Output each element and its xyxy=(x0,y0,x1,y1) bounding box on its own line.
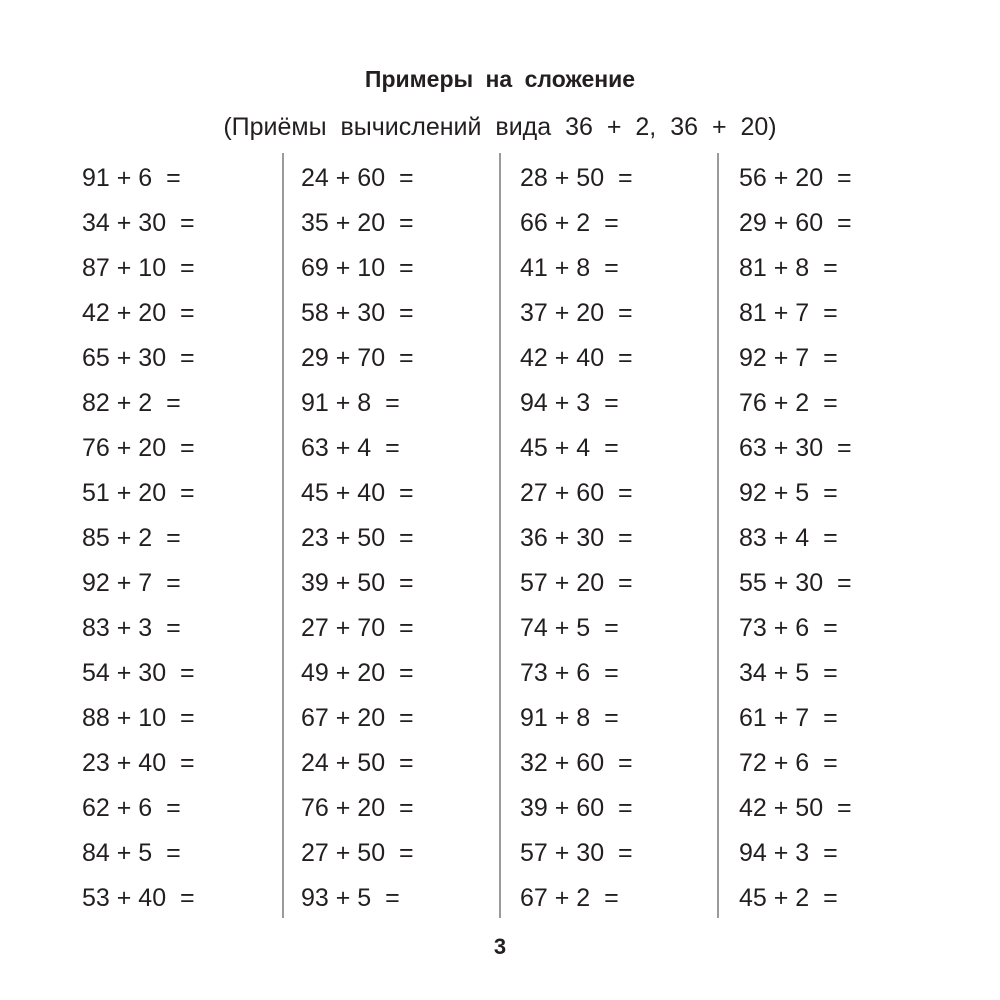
exercise-item: 42 + 50 = xyxy=(739,794,852,822)
exercise-item: 61 + 7 = xyxy=(739,704,838,732)
page-number: 3 xyxy=(493,934,507,959)
exercise-item: 67 + 20 = xyxy=(301,704,414,732)
exercise-item: 84 + 5 = xyxy=(82,839,181,867)
exercise-item: 92 + 7 = xyxy=(82,569,181,597)
exercise-item: 27 + 70 = xyxy=(301,614,414,642)
exercise-item: 41 + 8 = xyxy=(520,254,619,282)
exercise-item: 53 + 40 = xyxy=(82,884,195,912)
exercise-item: 54 + 30 = xyxy=(82,659,195,687)
exercise-item: 62 + 6 = xyxy=(82,794,181,822)
exercise-item: 67 + 2 = xyxy=(520,884,619,912)
column-divider xyxy=(499,153,501,918)
exercise-item: 56 + 20 = xyxy=(739,164,852,192)
exercise-item: 88 + 10 = xyxy=(82,704,195,732)
exercise-column-3: 28 + 50 = 66 + 2 = 41 + 8 = 37 + 20 = 42 + 4… xyxy=(520,163,633,928)
exercise-item: 91 + 8 = xyxy=(301,389,400,417)
exercise-item: 34 + 5 = xyxy=(739,659,838,687)
exercise-item: 55 + 30 = xyxy=(739,569,852,597)
page-subtitle: (Приёмы вычислений вида 36 + 2, 36 + 20) xyxy=(223,113,777,141)
exercise-item: 51 + 20 = xyxy=(82,479,195,507)
exercise-item: 23 + 50 = xyxy=(301,524,414,552)
exercise-item: 81 + 8 = xyxy=(739,254,838,282)
exercise-column-2: 24 + 60 = 35 + 20 = 69 + 10 = 58 + 30 = 29 +… xyxy=(301,163,414,928)
exercise-item: 49 + 20 = xyxy=(301,659,414,687)
exercise-item: 83 + 4 = xyxy=(739,524,838,552)
exercise-item: 63 + 4 = xyxy=(301,434,400,462)
exercise-item: 85 + 2 = xyxy=(82,524,181,552)
exercise-item: 45 + 40 = xyxy=(301,479,414,507)
exercise-item: 91 + 8 = xyxy=(520,704,619,732)
exercise-column-4: 56 + 20 = 29 + 60 = 81 + 8 = 81 + 7 = 92 + 7… xyxy=(739,163,852,928)
exercise-item: 91 + 6 = xyxy=(82,164,181,192)
exercise-item: 57 + 30 = xyxy=(520,839,633,867)
exercise-item: 76 + 20 = xyxy=(82,434,195,462)
exercise-item: 34 + 30 = xyxy=(82,209,195,237)
exercise-item: 35 + 20 = xyxy=(301,209,414,237)
exercise-item: 58 + 30 = xyxy=(301,299,414,327)
exercise-item: 27 + 50 = xyxy=(301,839,414,867)
exercise-item: 83 + 3 = xyxy=(82,614,181,642)
exercise-item: 82 + 2 = xyxy=(82,389,181,417)
exercise-item: 63 + 30 = xyxy=(739,434,852,462)
exercise-item: 92 + 7 = xyxy=(739,344,838,372)
exercise-item: 24 + 60 = xyxy=(301,164,414,192)
exercise-item: 87 + 10 = xyxy=(82,254,195,282)
page-title: Примеры на сложение xyxy=(364,66,636,92)
exercise-item: 32 + 60 = xyxy=(520,749,633,777)
exercise-item: 24 + 50 = xyxy=(301,749,414,777)
exercise-item: 42 + 40 = xyxy=(520,344,633,372)
column-divider xyxy=(282,153,284,918)
exercise-item: 76 + 20 = xyxy=(301,794,414,822)
exercise-item: 81 + 7 = xyxy=(739,299,838,327)
exercise-item: 27 + 60 = xyxy=(520,479,633,507)
exercise-item: 92 + 5 = xyxy=(739,479,838,507)
exercise-item: 74 + 5 = xyxy=(520,614,619,642)
exercise-item: 76 + 2 = xyxy=(739,389,838,417)
exercise-item: 45 + 4 = xyxy=(520,434,619,462)
exercise-item: 37 + 20 = xyxy=(520,299,633,327)
exercise-item: 65 + 30 = xyxy=(82,344,195,372)
exercise-item: 94 + 3 = xyxy=(520,389,619,417)
column-divider xyxy=(717,153,719,918)
exercise-item: 45 + 2 = xyxy=(739,884,838,912)
exercise-item: 93 + 5 = xyxy=(301,884,400,912)
exercise-item: 73 + 6 = xyxy=(739,614,838,642)
exercise-item: 72 + 6 = xyxy=(739,749,838,777)
exercise-item: 39 + 50 = xyxy=(301,569,414,597)
exercise-item: 28 + 50 = xyxy=(520,164,633,192)
exercise-item: 94 + 3 = xyxy=(739,839,838,867)
exercise-item: 39 + 60 = xyxy=(520,794,633,822)
exercise-item: 69 + 10 = xyxy=(301,254,414,282)
exercise-item: 23 + 40 = xyxy=(82,749,195,777)
exercise-item: 66 + 2 = xyxy=(520,209,619,237)
exercise-item: 73 + 6 = xyxy=(520,659,619,687)
exercise-item: 36 + 30 = xyxy=(520,524,633,552)
exercise-item: 29 + 60 = xyxy=(739,209,852,237)
exercise-item: 42 + 20 = xyxy=(82,299,195,327)
exercise-item: 57 + 20 = xyxy=(520,569,633,597)
exercise-item: 29 + 70 = xyxy=(301,344,414,372)
exercise-column-1: 91 + 6 = 34 + 30 = 87 + 10 = 42 + 20 = 65 + … xyxy=(82,163,195,928)
